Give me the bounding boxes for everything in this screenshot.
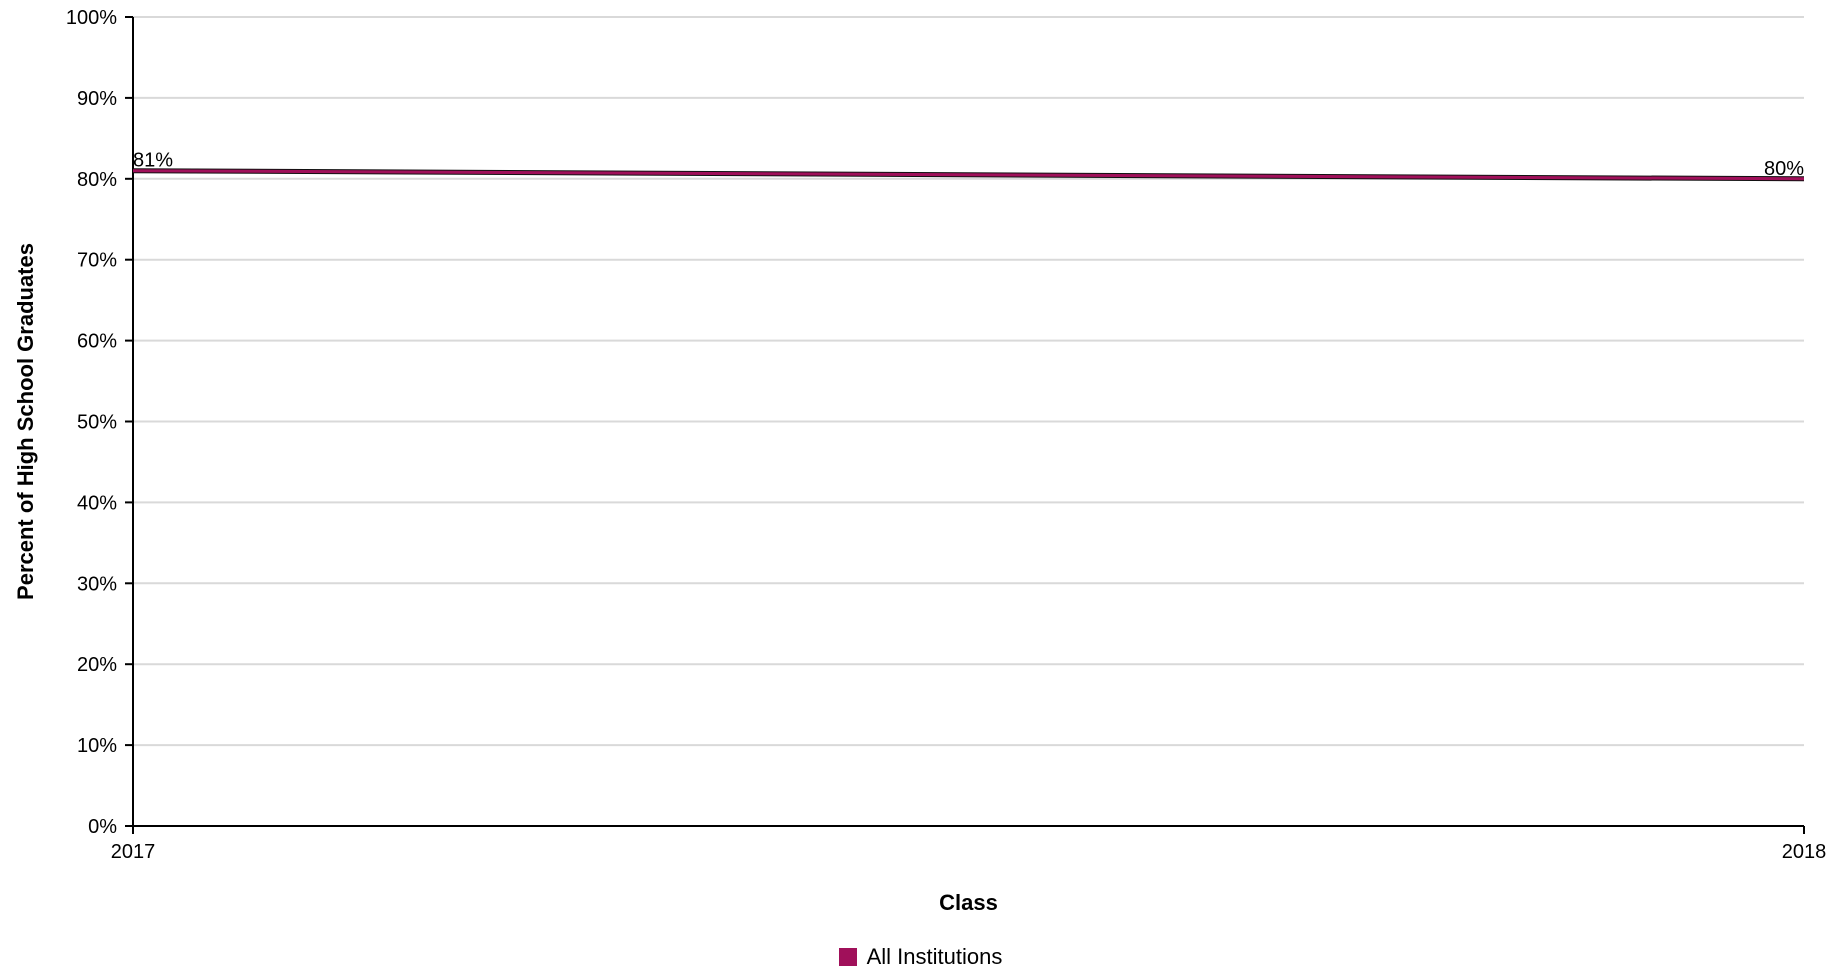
y-tick-label: 100% [66,7,117,29]
y-tick-label: 70% [77,250,117,272]
x-axis-ticks: 2017 2018 [111,826,1827,863]
y-tick-label: 40% [77,492,117,514]
legend-label-all-institutions[interactable]: All Institutions [866,944,1003,969]
y-axis-title: Percent of High School Graduates [13,243,38,600]
y-tick-label: 50% [77,412,117,434]
y-tick-label: 90% [77,88,117,110]
data-label: 81% [133,150,173,172]
x-tick-label: 2017 [111,841,156,863]
series-layer: 81% 80% [132,150,1805,182]
y-tick-label: 0% [88,816,117,838]
series-line[interactable] [132,169,1805,181]
legend-swatch [838,948,857,966]
x-tick-label: 2018 [1782,841,1827,863]
x-axis-title: Class [939,890,998,915]
grid-lines [133,16,1804,747]
y-tick-label: 20% [77,654,117,676]
y-tick-label: 80% [77,169,117,191]
legend: All Institutions [0,944,1841,970]
y-tick-label: 30% [77,573,117,595]
y-tick-label: 10% [77,735,117,757]
y-tick-label: 60% [77,331,117,353]
y-axis-ticks: 0% 10% 20% 30% 40% 50% 60% 70% 80% 90% 100% [66,7,133,838]
data-label: 80% [1764,158,1804,180]
